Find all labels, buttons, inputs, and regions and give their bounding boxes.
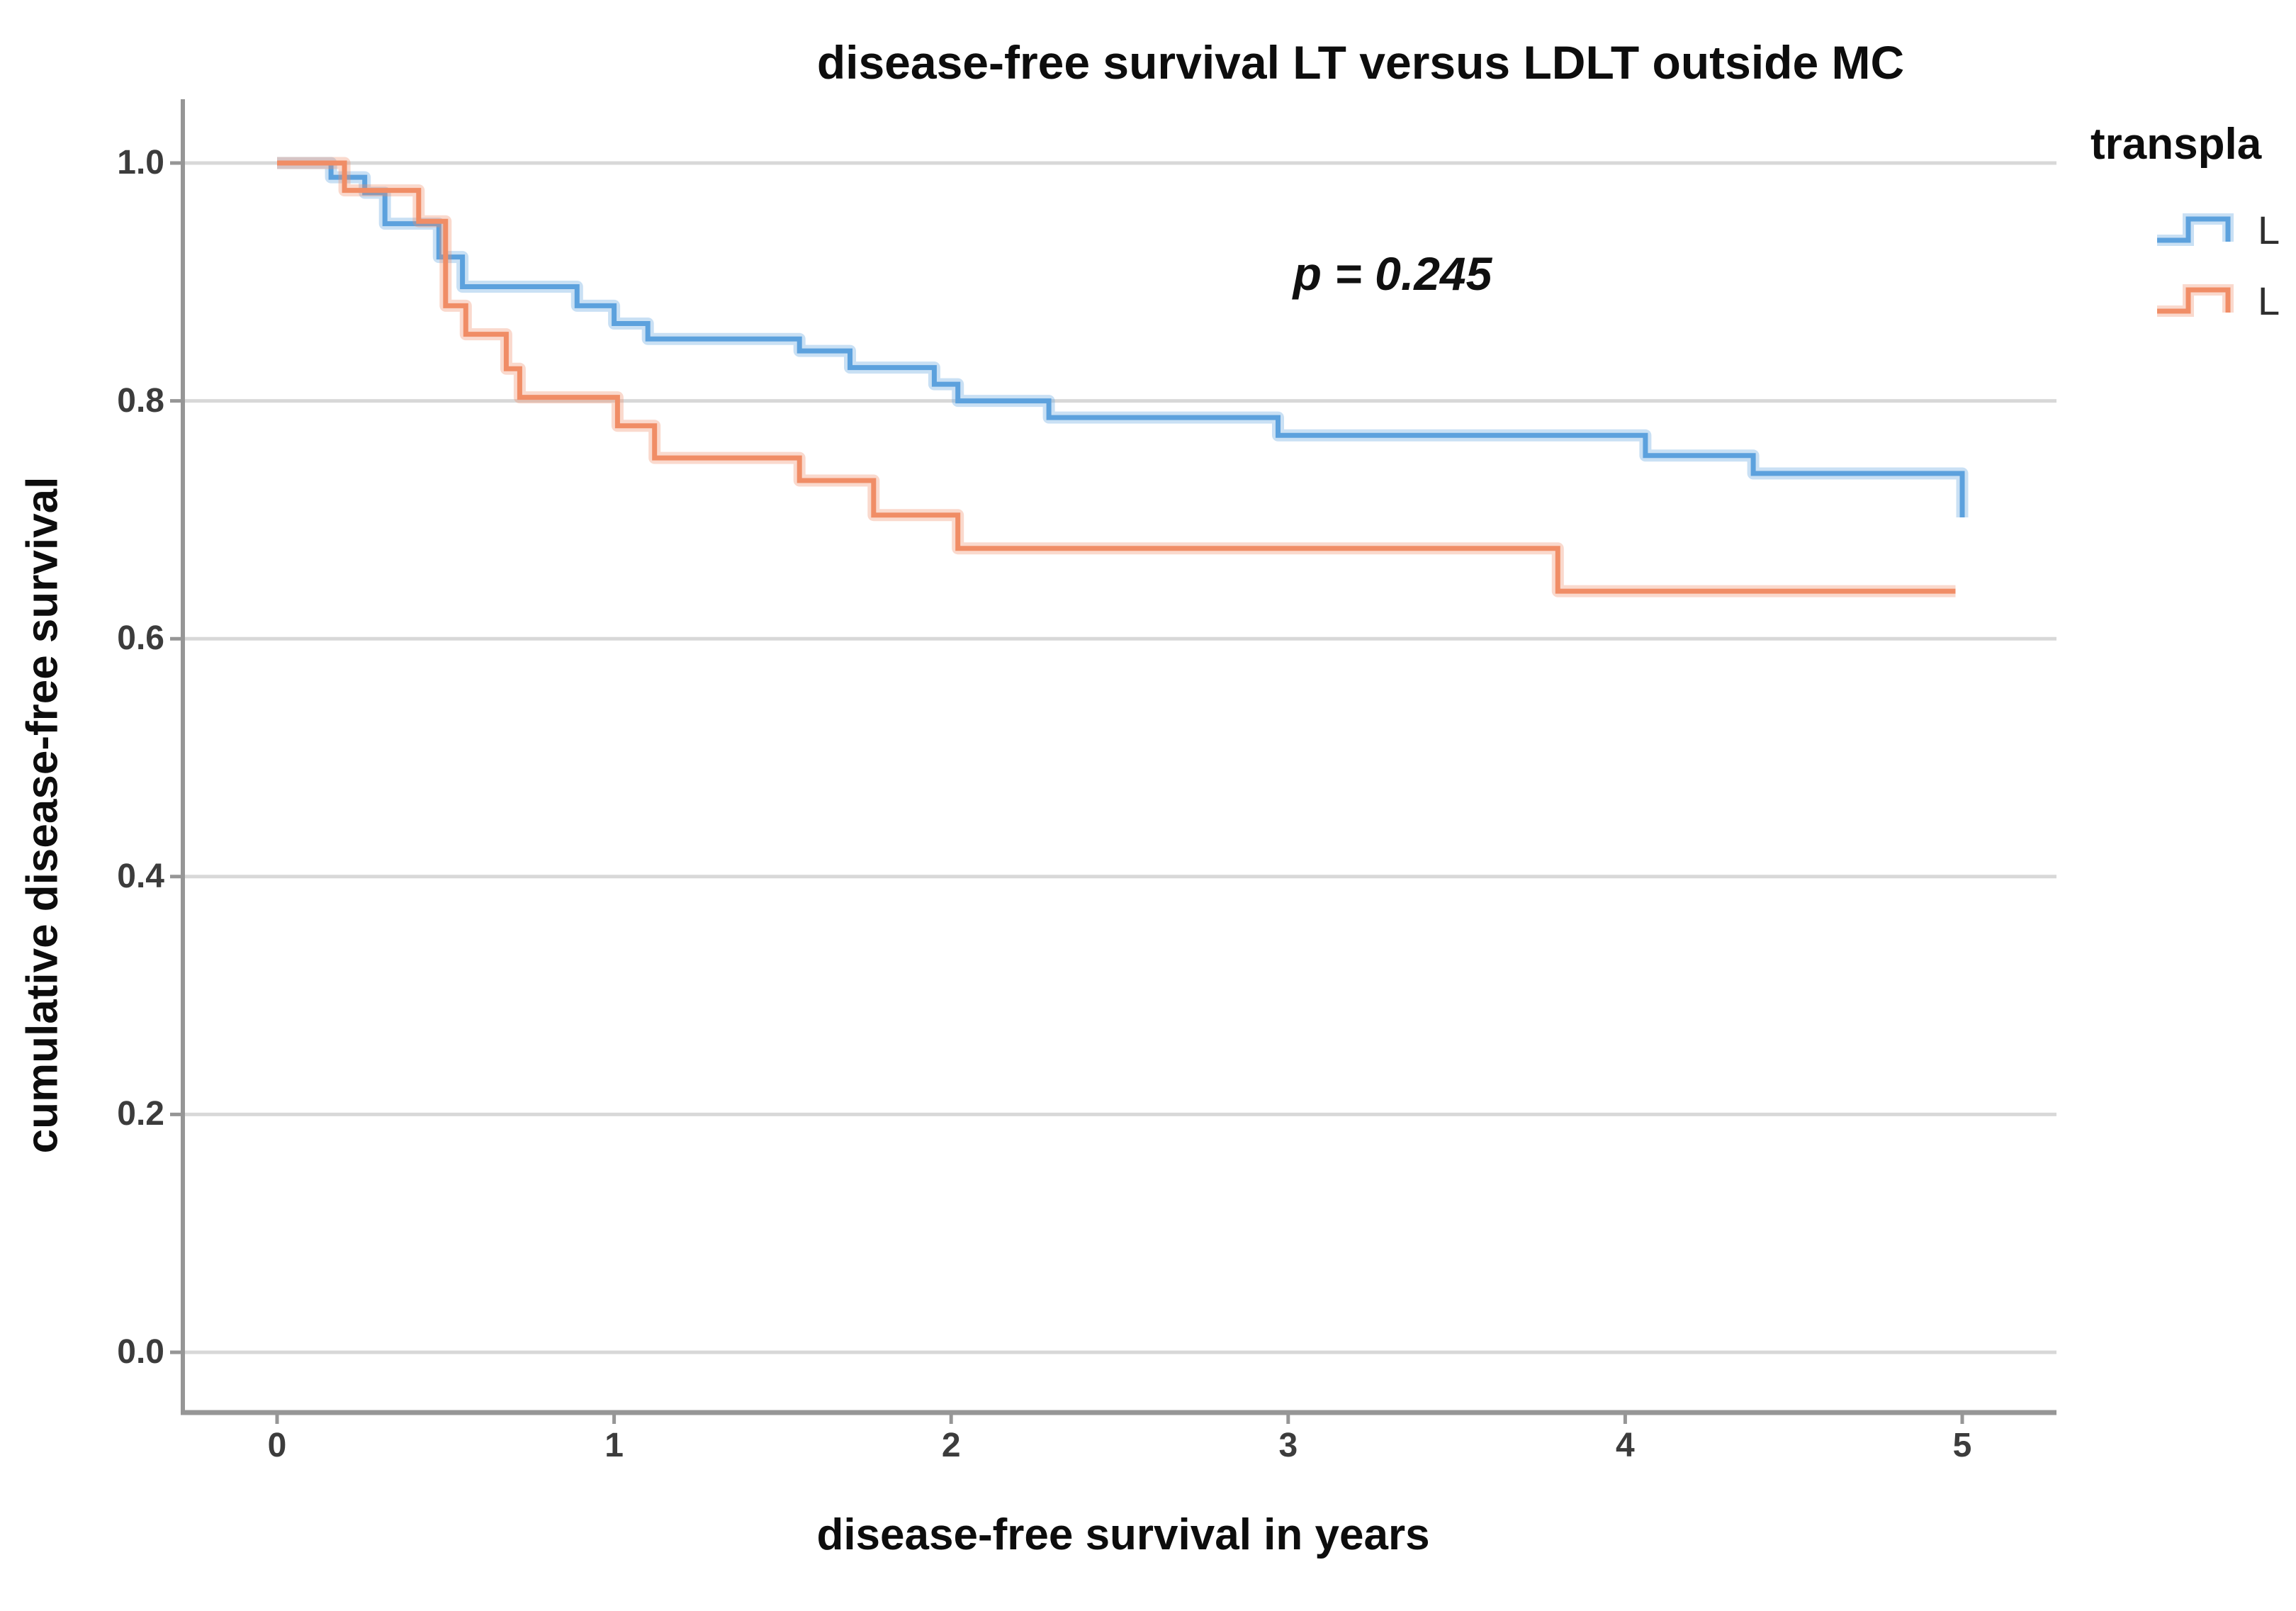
legend-title: transpla	[2090, 120, 2262, 169]
p-value-annotation: p = 0.245	[1293, 247, 1492, 300]
y-tick-label-0.6: 0.6	[117, 619, 164, 658]
chart-title: disease-free survival LT versus LDLT out…	[816, 36, 1905, 89]
y-tick-label-0.2: 0.2	[117, 1095, 164, 1133]
y-tick-label-0.8: 0.8	[117, 381, 164, 420]
survival-curve-halo-LT	[277, 157, 1969, 517]
survival-curve-LDLT	[277, 160, 1956, 594]
x-tick-label-3: 3	[1278, 1427, 1298, 1464]
legend-entry-label: L	[2258, 207, 2280, 252]
y-axis-title: cumulative disease-free survival	[18, 476, 67, 1154]
legend-step-line-icon	[2157, 213, 2234, 246]
x-tick-label-2: 2	[941, 1427, 961, 1464]
legend-entry-label: L	[2258, 278, 2280, 323]
y-tick-label-0.4: 0.4	[117, 857, 164, 895]
x-axis-title: disease-free survival in years	[816, 1510, 1430, 1559]
x-tick-label-5: 5	[1952, 1427, 1972, 1464]
y-tick-label-1.0: 1.0	[117, 144, 164, 181]
survival-curve-LT	[277, 160, 1965, 517]
x-tick-label-1: 1	[604, 1427, 624, 1464]
legend-step-line-icon	[2157, 284, 2234, 317]
x-tick-label-0: 0	[267, 1427, 287, 1464]
legend-entry-0: L	[2153, 206, 2296, 253]
y-tick-label-0.0: 0.0	[117, 1333, 164, 1371]
x-tick-label-4: 4	[1616, 1427, 1635, 1464]
survival-curve-halo-LDLT	[277, 157, 1956, 597]
legend-entry-1: L	[2153, 277, 2296, 324]
